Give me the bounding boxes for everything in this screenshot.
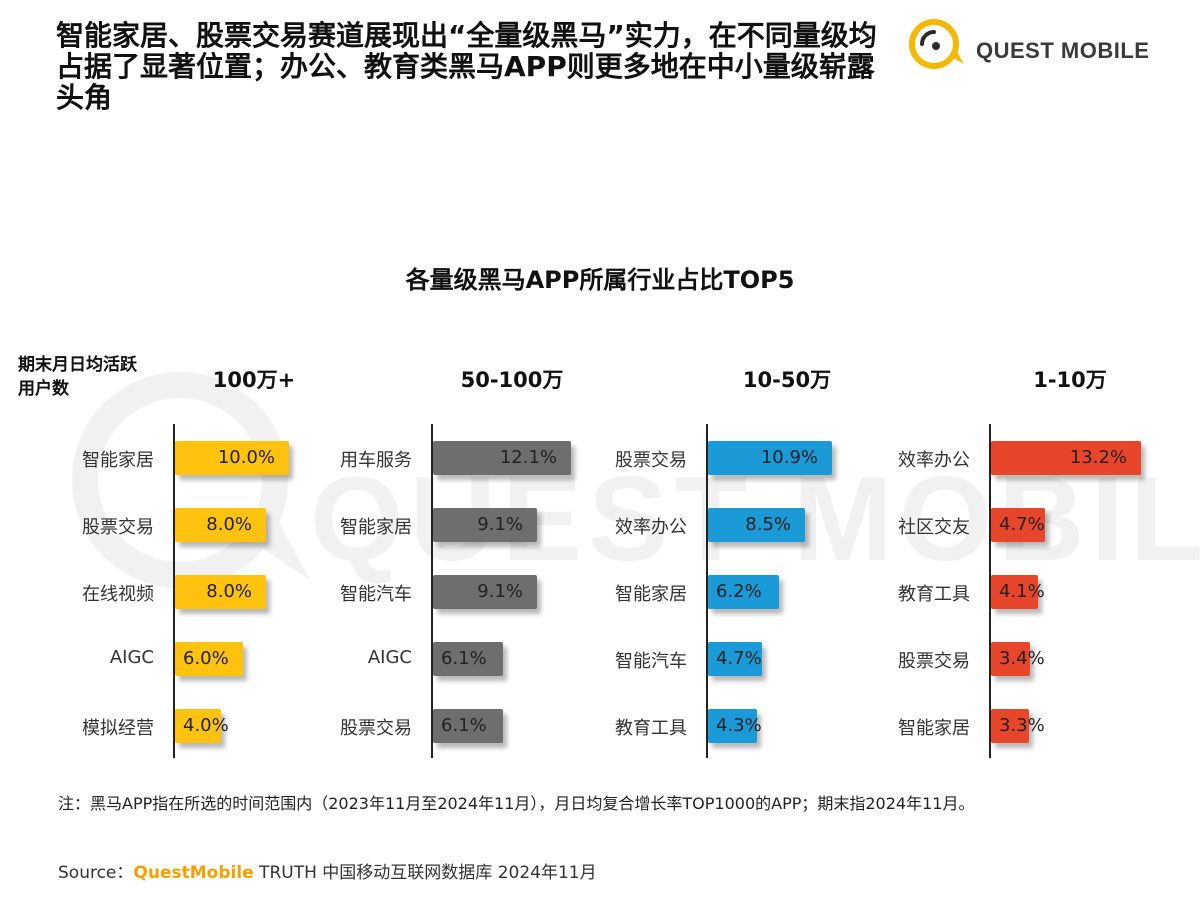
category-label: 股票交易: [615, 450, 687, 471]
category-label: 教育工具: [898, 584, 970, 605]
bar-value-label: 8.0%: [206, 514, 252, 535]
bar-value-label: 9.1%: [477, 514, 523, 535]
bar: [433, 642, 503, 676]
category-label: 社区交友: [898, 517, 970, 538]
category-label: 智能家居: [340, 517, 412, 538]
bar-value-label: 6.1%: [441, 648, 487, 669]
category-label: 在线视频: [82, 584, 154, 605]
bar: [991, 575, 1038, 609]
bar: [433, 709, 503, 743]
bar: [175, 441, 289, 475]
chart-title: 各量级黑马APP所属行业占比TOP5: [405, 266, 795, 294]
bar-value-label: 12.1%: [499, 447, 557, 468]
questmobile-logo: QUEST MOBILE: [906, 16, 1166, 72]
bar-value-label: 6.2%: [716, 581, 762, 602]
source-brand: QuestMobile: [133, 863, 254, 883]
source-line: Source：QuestMobile TRUTH 中国移动互联网数据库 2024…: [58, 858, 597, 883]
category-axis-line: [431, 424, 433, 758]
bar-value-label: 8.0%: [206, 581, 252, 602]
y-axis-title: 期末月日均活跃用户数: [18, 355, 137, 399]
category-label: AIGC: [367, 647, 412, 668]
bar: [433, 508, 537, 542]
category-label: 智能家居: [82, 450, 154, 471]
category-label: 智能汽车: [615, 651, 687, 672]
category-axis-line: [706, 424, 708, 758]
bar: [991, 709, 1029, 743]
bar-value-label: 6.1%: [441, 715, 487, 736]
category-label: 智能汽车: [340, 584, 412, 605]
category-label: 股票交易: [340, 718, 412, 739]
category-axis-line: [173, 424, 175, 758]
bar: [708, 575, 779, 609]
bar-value-label: 4.7%: [999, 514, 1045, 535]
bar-value-label: 3.4%: [999, 648, 1045, 669]
bar: [708, 441, 832, 475]
bar-value-label: 3.3%: [999, 715, 1045, 736]
category-label: 效率办公: [898, 450, 970, 471]
bar: [708, 709, 757, 743]
bar: [175, 642, 243, 676]
bar: [708, 642, 762, 676]
headline: 智能家居、股票交易赛道展现出“全量级黑马”实力，在不同量级均占据了显著位置；办公…: [56, 19, 877, 114]
bar-value-label: 4.3%: [716, 715, 762, 736]
bar-value-label: 4.0%: [183, 715, 229, 736]
logo-text: QUEST MOBILE: [976, 38, 1150, 63]
category-label: 效率办公: [615, 517, 687, 538]
category-label: AIGC: [109, 647, 154, 668]
group-title: 1-10万: [1033, 368, 1107, 392]
category-label: 用车服务: [340, 450, 412, 471]
group-title: 100万+: [212, 368, 296, 392]
bar-value-label: 10.9%: [760, 447, 818, 468]
bar-value-label: 10.0%: [217, 447, 275, 468]
bar: [991, 642, 1030, 676]
category-label: 智能家居: [898, 718, 970, 739]
source-prefix: Source：: [58, 863, 134, 883]
group-title: 50-100万: [460, 368, 564, 392]
bar-value-label: 9.1%: [477, 581, 523, 602]
category-label: 股票交易: [82, 517, 154, 538]
source-rest: TRUTH 中国移动互联网数据库 2024年11月: [253, 863, 597, 883]
category-axis-line: [989, 424, 991, 758]
bar: [708, 508, 805, 542]
bar: [991, 508, 1045, 542]
category-label: 股票交易: [898, 651, 970, 672]
bar: [175, 709, 221, 743]
bar-value-label: 8.5%: [745, 514, 791, 535]
group-title: 10-50万: [742, 368, 832, 392]
bar: [433, 575, 537, 609]
bar-value-label: 4.1%: [999, 581, 1045, 602]
footnote: 注：黑马APP指在所选的时间范围内（2023年11月至2024年11月），月日均…: [58, 794, 975, 813]
bar: [175, 508, 266, 542]
category-label: 智能家居: [615, 584, 687, 605]
bar-value-label: 13.2%: [1069, 447, 1127, 468]
bar: [991, 441, 1141, 475]
category-label: 教育工具: [615, 718, 687, 739]
bar: [433, 441, 571, 475]
bar-value-label: 4.7%: [716, 648, 762, 669]
category-label: 模拟经营: [82, 718, 154, 739]
bar: [175, 575, 266, 609]
logo-mark-icon: [909, 19, 964, 69]
bar-value-label: 6.0%: [183, 648, 229, 669]
